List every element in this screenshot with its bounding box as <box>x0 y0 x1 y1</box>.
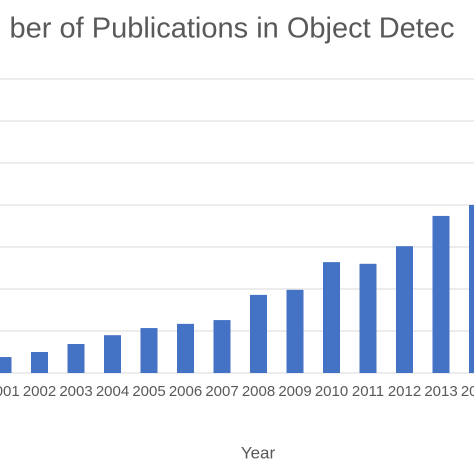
x-tick-label: 2006 <box>169 383 202 400</box>
bar <box>140 328 158 373</box>
bar <box>469 205 474 373</box>
bar <box>177 323 194 373</box>
bar <box>250 294 267 373</box>
bar <box>31 352 48 373</box>
x-tick-label: 2008 <box>242 383 275 400</box>
bar <box>359 263 377 373</box>
bar <box>286 289 304 373</box>
bar <box>396 246 413 373</box>
x-tick-label: 2005 <box>132 383 165 400</box>
x-tick-label: 2002 <box>23 383 56 400</box>
x-tick-label: 2011 <box>352 383 384 400</box>
bar <box>104 335 121 373</box>
x-tick-label: 2014 <box>461 383 474 400</box>
x-tick-label: 2003 <box>59 383 92 400</box>
bar <box>323 262 340 373</box>
bar <box>0 357 12 373</box>
chart-title: ber of Publications in Object Detec <box>10 13 455 45</box>
bar <box>213 320 231 373</box>
x-tick-label: 2013 <box>424 383 457 400</box>
x-tick-label: 2004 <box>96 383 129 400</box>
bar <box>67 344 85 373</box>
x-tick-label: 2010 <box>315 383 348 400</box>
x-axis-label: Year <box>241 443 276 462</box>
x-tick-label: 2009 <box>278 383 311 400</box>
bar <box>432 215 450 373</box>
x-tick-label: 2012 <box>388 383 421 400</box>
x-tick-label: 2007 <box>205 383 238 400</box>
x-tick-label: 2001 <box>0 383 20 400</box>
